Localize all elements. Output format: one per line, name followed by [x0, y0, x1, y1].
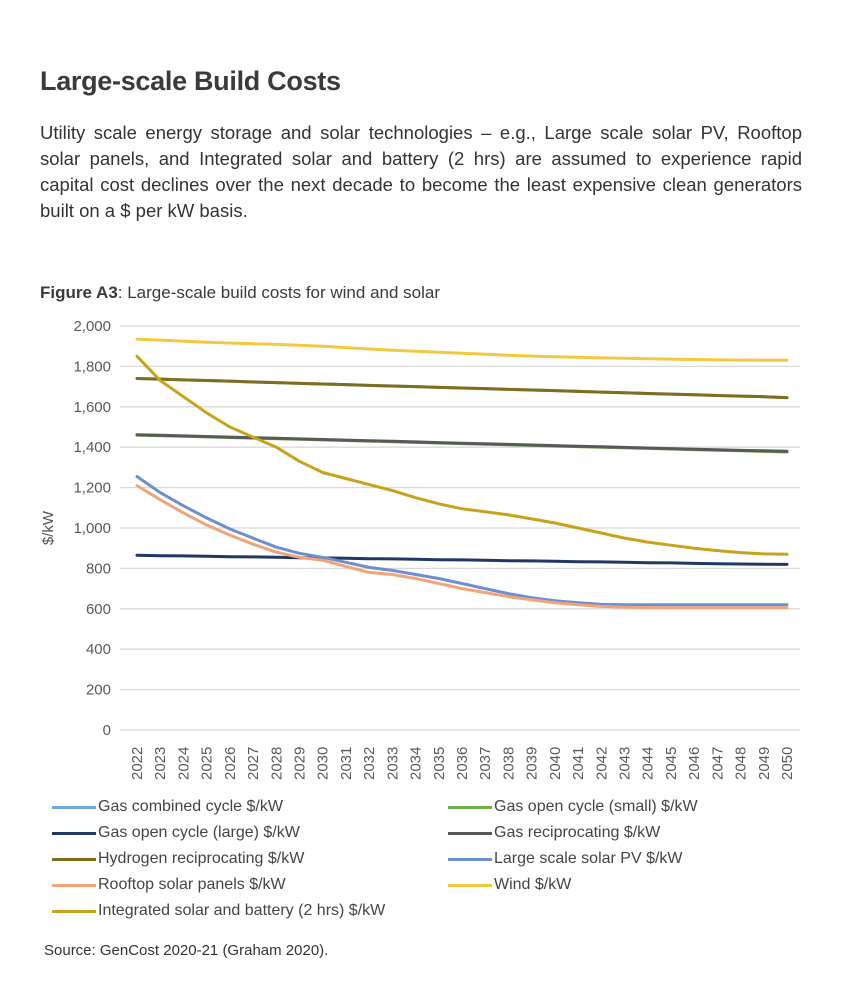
y-tick-label: 1,200	[73, 480, 111, 497]
y-axis-label: $/kW	[40, 510, 57, 545]
line-chart: 0 200 400 600 800 1,000 1,200 1,400 1,600 1,800 2,…	[40, 318, 800, 780]
legend-label: Wind $/kW	[494, 876, 572, 893]
legend-item: Wind $/kW	[448, 876, 571, 894]
legend-item: Integrated solar and battery (2 hrs) $/k…	[52, 902, 385, 920]
series-line-gas-open-cycle-large	[135, 553, 789, 566]
x-tick-label: 2030	[315, 747, 332, 780]
legend-label: Gas open cycle (small) $/kW	[494, 798, 698, 815]
series-line-wind	[135, 337, 789, 362]
legend-label: Hydrogen reciprocating $/kW	[98, 850, 305, 867]
source-note: Source: GenCost 2020-21 (Graham 2020).	[44, 942, 329, 959]
figure-caption-text: : Large-scale build costs for wind and s…	[117, 283, 441, 302]
y-tick-label: 1,600	[73, 399, 111, 416]
x-tick-label: 2045	[663, 747, 680, 780]
figure-label: Figure A3	[40, 283, 118, 302]
y-axis-ticks: 0 200 400 600 800 1,000 1,200 1,400 1,600 1,800 2,…	[73, 318, 111, 739]
legend-label: Integrated solar and battery (2 hrs) $/k…	[98, 902, 386, 919]
x-tick-label: 2046	[686, 747, 703, 780]
legend-label: Gas open cycle (large) $/kW	[98, 824, 300, 841]
x-tick-label: 2040	[547, 747, 564, 780]
legend-item: Gas reciprocating $/kW	[448, 824, 660, 842]
x-tick-label: 2043	[617, 747, 634, 780]
y-tick-label: 600	[86, 601, 111, 618]
series-line-rooftop-solar-panels	[135, 484, 789, 610]
series-lines	[135, 337, 789, 610]
y-tick-label: 0	[103, 722, 111, 739]
x-tick-label: 2042	[593, 747, 610, 780]
x-tick-label: 2025	[199, 747, 216, 780]
legend-item: Hydrogen reciprocating $/kW	[52, 850, 304, 868]
gridlines	[120, 325, 800, 731]
y-tick-label: 2,000	[73, 318, 111, 335]
x-tick-label: 2023	[152, 747, 169, 780]
legend-item: Gas open cycle (large) $/kW	[52, 824, 300, 842]
legend-label: Gas reciprocating $/kW	[494, 824, 661, 841]
legend-label: Large scale solar PV $/kW	[494, 850, 683, 867]
series-line-integrated-solar-and-battery-2-hrs	[135, 354, 789, 556]
x-tick-label: 2041	[570, 747, 587, 780]
x-tick-label: 2049	[756, 747, 773, 780]
legend-item: Rooftop solar panels $/kW	[52, 876, 286, 894]
legend-swatch	[52, 831, 96, 835]
y-tick-label: 800	[86, 560, 111, 577]
x-tick-label: 2026	[222, 747, 239, 780]
figure-caption: Figure A3: Large-scale build costs for w…	[40, 283, 440, 303]
legend-swatch	[448, 883, 492, 887]
x-tick-label: 2050	[779, 747, 796, 780]
x-tick-label: 2047	[709, 747, 726, 780]
y-tick-label: 400	[86, 641, 111, 658]
x-tick-label: 2048	[733, 747, 750, 780]
x-tick-label: 2044	[640, 747, 657, 780]
series-line-hydrogen-reciprocating	[135, 377, 789, 400]
legend-label: Gas combined cycle $/kW	[98, 798, 283, 815]
legend-swatch	[448, 857, 492, 861]
x-tick-label: 2033	[384, 747, 401, 780]
x-tick-label: 2039	[524, 747, 541, 780]
y-tick-label: 1,400	[73, 439, 111, 456]
y-tick-label: 200	[86, 682, 111, 699]
x-tick-label: 2024	[175, 747, 192, 780]
y-tick-label: 1,800	[73, 358, 111, 375]
y-tick-label: 1,000	[73, 520, 111, 537]
series-line-gas-reciprocating	[135, 433, 789, 453]
x-tick-label: 2034	[408, 747, 425, 780]
legend-swatch	[52, 805, 96, 809]
x-tick-label: 2022	[129, 747, 146, 780]
x-tick-label: 2037	[477, 747, 494, 780]
x-axis-ticks: 2022 2023 2024 2025 2026 2027 2028 2029 2030 2031…	[129, 747, 796, 780]
x-tick-label: 2035	[431, 747, 448, 780]
x-tick-label: 2036	[454, 747, 471, 780]
x-tick-label: 2027	[245, 747, 262, 780]
x-tick-label: 2028	[268, 747, 285, 780]
legend-item: Gas combined cycle $/kW	[52, 798, 283, 816]
x-tick-label: 2031	[338, 747, 355, 780]
section-heading: Large-scale Build Costs	[40, 66, 341, 96]
x-tick-label: 2029	[292, 747, 309, 780]
intro-paragraph: Utility scale energy storage and solar t…	[40, 122, 802, 221]
legend-swatch	[448, 805, 492, 809]
x-tick-label: 2038	[500, 747, 517, 780]
legend-item: Large scale solar PV $/kW	[448, 850, 683, 868]
legend-item: Gas open cycle (small) $/kW	[448, 798, 698, 816]
legend-swatch	[52, 909, 96, 913]
series-line-large-scale-solar-pv	[135, 475, 789, 607]
legend-swatch	[448, 831, 492, 835]
legend-label: Rooftop solar panels $/kW	[98, 876, 286, 893]
legend-swatch	[52, 883, 96, 887]
legend-swatch	[52, 857, 96, 861]
x-tick-label: 2032	[361, 747, 378, 780]
